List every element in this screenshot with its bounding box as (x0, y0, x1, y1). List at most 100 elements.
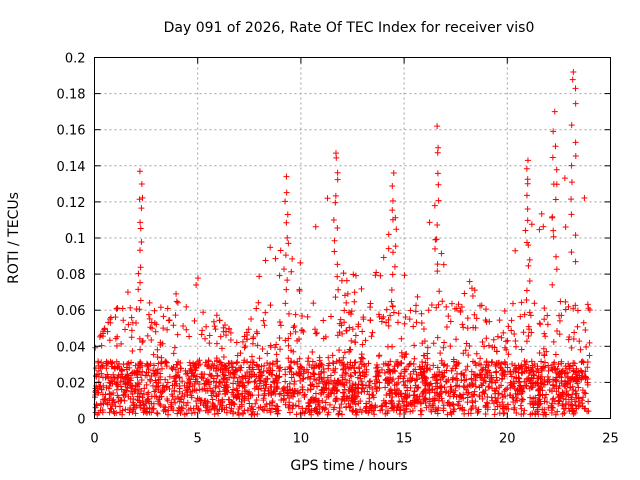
data-point (373, 269, 380, 276)
data-point (197, 400, 204, 407)
data-point (292, 328, 299, 335)
data-point (524, 217, 531, 224)
data-point (368, 405, 375, 412)
data-point (352, 332, 359, 339)
data-point (470, 392, 477, 399)
data-point (235, 380, 242, 387)
data-point (201, 371, 208, 378)
data-point (249, 371, 256, 378)
data-point (422, 359, 429, 366)
data-point (369, 329, 376, 336)
data-point (365, 409, 372, 416)
data-point (289, 405, 296, 412)
y-tick-label: 0.12 (57, 196, 86, 211)
data-point (265, 387, 272, 394)
data-point (312, 405, 319, 412)
data-point (378, 403, 385, 410)
data-point (315, 380, 322, 387)
data-point (574, 378, 581, 385)
data-point (507, 384, 514, 391)
data-point (541, 352, 548, 359)
data-point (394, 319, 401, 326)
data-point (153, 409, 160, 416)
data-point (267, 409, 274, 416)
data-point (158, 354, 165, 361)
data-point (295, 403, 302, 410)
data-point (371, 404, 378, 411)
data-point (425, 387, 432, 394)
data-point (412, 382, 419, 389)
data-point (145, 311, 152, 318)
data-point (503, 405, 510, 412)
data-point (466, 342, 473, 349)
data-point (468, 368, 475, 375)
data-point (296, 287, 303, 294)
x-tick-label: 0 (90, 432, 98, 447)
data-point (420, 326, 427, 333)
data-point (181, 411, 188, 418)
data-point (351, 298, 358, 305)
data-point (208, 364, 215, 371)
data-point (146, 315, 153, 322)
data-point (216, 317, 223, 324)
data-point (206, 332, 213, 339)
data-point (284, 277, 291, 284)
data-point (538, 358, 545, 365)
data-point (280, 266, 287, 273)
data-point (144, 363, 151, 370)
data-point (584, 381, 591, 388)
data-point (499, 399, 506, 406)
data-point (485, 383, 492, 390)
data-point (512, 247, 519, 254)
data-point (477, 355, 484, 362)
data-point (565, 392, 572, 399)
data-point (298, 364, 305, 371)
data-point (344, 290, 351, 297)
data-point (277, 322, 284, 329)
data-point (124, 289, 131, 296)
data-point (407, 307, 414, 314)
data-point (333, 379, 340, 386)
data-point (439, 372, 446, 379)
data-point (174, 299, 181, 306)
data-point (568, 122, 575, 129)
data-point (461, 384, 468, 391)
data-point (541, 305, 548, 312)
data-point (460, 324, 467, 331)
data-point (99, 362, 106, 369)
data-point (183, 303, 190, 310)
data-point (464, 399, 471, 406)
data-point (169, 393, 176, 400)
data-point (249, 392, 256, 399)
data-point (545, 367, 552, 374)
data-point (186, 376, 193, 383)
data-point (387, 312, 394, 319)
data-point (215, 391, 222, 398)
data-point (160, 388, 167, 395)
data-point (148, 319, 155, 326)
data-point (239, 338, 246, 345)
data-point (526, 256, 533, 263)
data-point (282, 401, 289, 408)
data-point (458, 304, 465, 311)
data-point (259, 346, 266, 353)
data-point (541, 330, 548, 337)
data-point (420, 352, 427, 359)
data-point (254, 410, 261, 417)
data-point (291, 359, 298, 366)
data-point (438, 383, 445, 390)
data-point (284, 211, 291, 218)
data-point (478, 381, 485, 388)
data-point (553, 383, 560, 390)
data-point (498, 360, 505, 367)
data-point (309, 394, 316, 401)
data-point (429, 395, 436, 402)
data-point (489, 358, 496, 365)
data-point (333, 386, 340, 393)
data-point (581, 194, 588, 201)
data-point (377, 272, 384, 279)
data-point (392, 243, 399, 250)
data-point (441, 361, 448, 368)
data-point (336, 359, 343, 366)
data-point (242, 373, 249, 380)
